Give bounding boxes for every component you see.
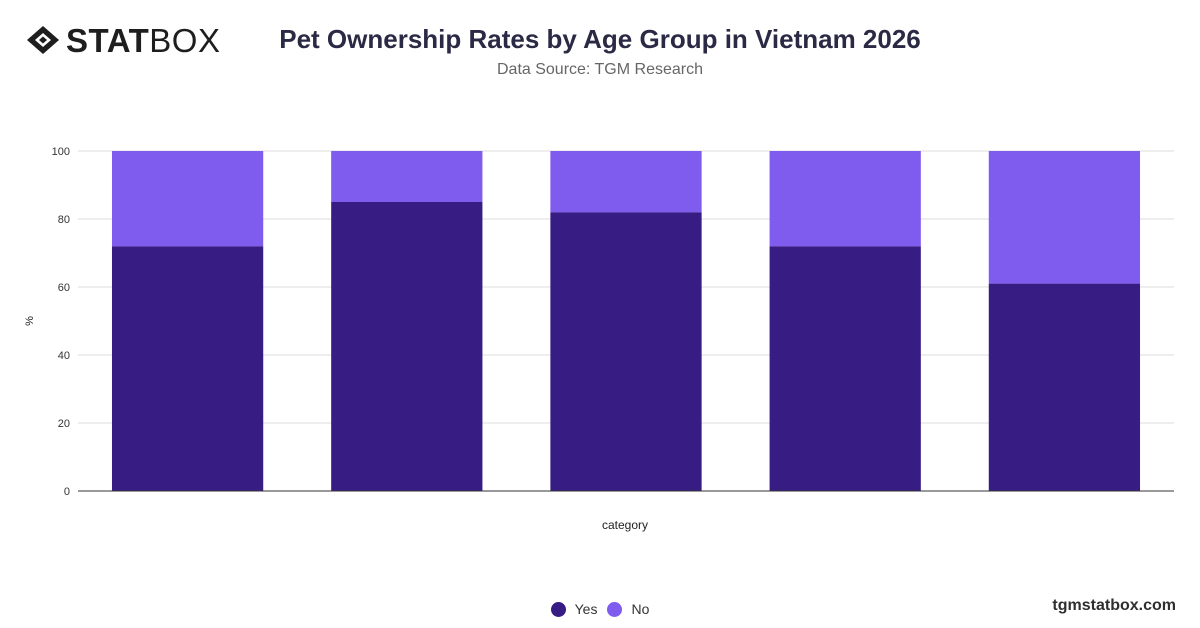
statbox-logo: STATBOX — [26, 22, 220, 58]
y-tick-label: 0 — [64, 486, 70, 498]
legend-item-no[interactable]: No — [607, 601, 649, 617]
legend-item-yes[interactable]: Yes — [550, 601, 598, 617]
bar-no-3[interactable] — [550, 151, 702, 213]
legend-label-no: No — [631, 601, 650, 617]
logo-wordmark-light: BOX — [149, 21, 221, 59]
bar-no-2[interactable] — [331, 151, 483, 202]
logo-wordmark-bold: STAT — [66, 21, 150, 59]
y-tick-label: 40 — [58, 350, 70, 362]
chart-legend: Yes No — [0, 601, 1200, 617]
logo-wordmark: STATBOX — [66, 24, 220, 57]
y-tick-label: 80 — [58, 214, 70, 226]
bar-yes-5[interactable] — [988, 283, 1141, 491]
bar-no-1[interactable] — [111, 151, 264, 247]
statbox-logo-icon — [27, 26, 59, 54]
bar-no-4[interactable] — [769, 151, 921, 247]
x-axis-label: category — [602, 518, 648, 532]
bar-yes-1[interactable] — [111, 246, 264, 491]
bar-yes-3[interactable] — [550, 212, 702, 491]
bar-yes-4[interactable] — [769, 246, 921, 491]
chart-title: Pet Ownership Rates by Age Group in Viet… — [279, 24, 921, 54]
y-tick-label: 60 — [58, 282, 70, 294]
y-axis-label: % — [24, 316, 36, 326]
y-tick-label: 20 — [58, 418, 70, 430]
legend-swatch-yes — [550, 601, 566, 617]
legend-swatch-no — [607, 601, 623, 617]
chart-subtitle: Data Source: TGM Research — [496, 61, 703, 78]
bar-no-5[interactable] — [988, 151, 1141, 284]
watermark: tgmstatbox.com — [1052, 597, 1176, 614]
legend-label-yes: Yes — [574, 601, 598, 617]
bar-yes-2[interactable] — [331, 202, 483, 491]
y-tick-label: 100 — [52, 146, 70, 158]
